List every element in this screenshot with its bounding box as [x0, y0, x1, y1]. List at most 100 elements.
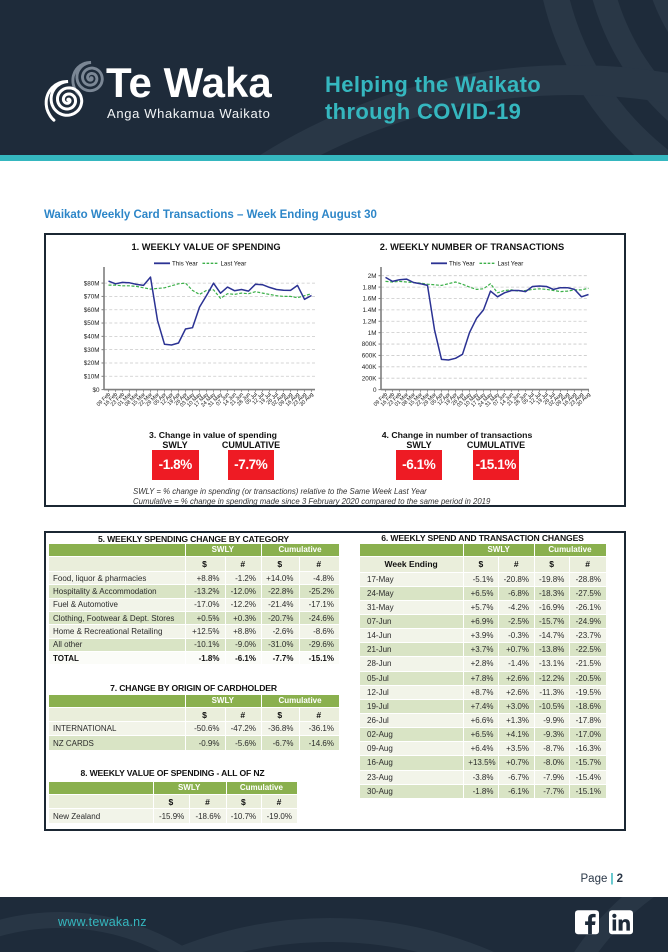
- table-group-header-cumulative: Cumulative: [225, 781, 298, 795]
- table-row: 14-Jun +3.9% -0.3% -14.7% -23.7%: [358, 628, 607, 644]
- table-subheader-row: Week Ending $ # $ #: [358, 555, 607, 573]
- y-tick-label: 1M: [368, 330, 377, 337]
- row-value-cell: -12.0%: [224, 584, 262, 599]
- row-value-cell: -8.6%: [298, 624, 340, 639]
- row-value-cell: -18.6%: [189, 808, 227, 824]
- row-value-cell: -36.1%: [298, 721, 340, 737]
- row-value-cell: +4.1%: [498, 727, 535, 743]
- row-value-cell: +6.9%: [463, 613, 500, 630]
- table-subheader-hash: #: [189, 793, 227, 810]
- row-label-cell: Hospitality & Accommodation: [48, 584, 186, 599]
- y-tick-label: 200K: [362, 375, 378, 382]
- row-label-cell: 23-Aug: [358, 769, 465, 785]
- table-group-header-row: SWLY Cumulative: [358, 543, 607, 557]
- row-value-cell: +2.6%: [498, 670, 535, 686]
- row-value-cell: -6.1%: [224, 650, 262, 666]
- row-value-cell: -7.9%: [533, 769, 571, 785]
- row-value-cell: -0.3%: [498, 628, 535, 644]
- row-value-cell: -50.6%: [184, 721, 226, 737]
- footer-arc-group: [0, 897, 655, 952]
- table-subheader-dollar: $: [152, 793, 191, 810]
- y-tick-label: $60M: [84, 307, 100, 314]
- row-value-cell: -4.8%: [298, 570, 340, 586]
- chart-weekly-number-of-transactions: This Year Last Year 0 200K 400K 600K 800K 1M 1.2…: [362, 261, 592, 409]
- row-value-cell: -9.3%: [533, 727, 571, 743]
- row-value-cell: -20.5%: [569, 670, 607, 686]
- row-value-cell: -7.7%: [261, 650, 300, 666]
- facebook-icon[interactable]: [575, 910, 599, 935]
- table-weekly-value-of-spending-all-nz: SWLY Cumulative $ # $ # New Zealand -15.9% -18.6…: [48, 781, 298, 824]
- row-value-cell: +6.6%: [463, 712, 500, 729]
- row-value-cell: +8.8%: [184, 570, 226, 586]
- table-group-header-row: SWLY Cumulative: [48, 781, 298, 795]
- y-tick-label: 800K: [362, 341, 378, 348]
- table-row: 17-May -5.1% -20.8% -19.8% -28.8%: [358, 571, 607, 587]
- table8-title: 8. WEEKLY VALUE OF SPENDING - ALL OF NZ: [80, 768, 265, 778]
- table-row: 02-Aug +6.5% +4.1% -9.3% -17.0%: [358, 727, 607, 743]
- row-value-cell: -14.6%: [298, 735, 340, 751]
- row-value-cell: -24.9%: [569, 613, 607, 630]
- row-value-cell: +3.5%: [498, 741, 535, 757]
- table-weekly-spend-and-transaction-changes: SWLY Cumulative Week Ending $ # $ #17-May -5.1%…: [358, 543, 607, 799]
- table-row: 19-Jul +7.4% +3.0% -10.5% -18.6%: [358, 698, 607, 714]
- row-value-cell: -16.9%: [533, 599, 571, 616]
- page-footer: www.tewaka.nz: [0, 897, 668, 952]
- series-line-this-year: [108, 276, 312, 346]
- page-number-separator: |: [610, 872, 614, 885]
- banner-line2: through COVID-19: [325, 99, 522, 125]
- change-value-title: 3. Change in value of spending: [149, 429, 277, 440]
- table-row: Clothing, Footwear & Dept. Stores +0.5% +0…: [48, 610, 340, 626]
- row-value-cell: -6.1%: [498, 783, 535, 799]
- row-value-cell: -19.0%: [260, 808, 298, 824]
- row-value-cell: +14.0%: [261, 570, 300, 586]
- teal-divider-bar: [0, 155, 668, 161]
- row-label-cell: Food, liquor & pharmacies: [48, 570, 186, 586]
- row-value-cell: -12.2%: [224, 597, 262, 612]
- row-value-cell: +0.3%: [224, 610, 262, 626]
- koru-double-spiral-icon: [44, 61, 104, 122]
- row-label-cell: 02-Aug: [358, 727, 465, 743]
- change-value-swly-badge: -1.8%: [152, 449, 199, 481]
- table-group-header-swly: SWLY: [184, 543, 262, 557]
- banner-line1: Helping the Waikato: [325, 72, 542, 97]
- y-tick-label: 600K: [362, 353, 378, 360]
- y-tick-label: $10M: [84, 373, 100, 380]
- chart-legend: This Year Last Year: [431, 261, 523, 268]
- table-subheader-hash: #: [569, 555, 607, 573]
- table-group-header-cumulative: Cumulative: [533, 543, 607, 557]
- row-value-cell: -15.7%: [533, 613, 571, 630]
- row-value-cell: -9.9%: [533, 712, 571, 729]
- linkedin-icon[interactable]: [609, 910, 633, 935]
- koru-spiral-large: [44, 80, 84, 122]
- row-value-cell: +3.7%: [463, 642, 500, 658]
- table-weekly-spending-change-by-category: SWLY Cumulative $ # $ # Food, liquor & pharmac…: [48, 543, 340, 666]
- row-label-cell: 30-Aug: [358, 783, 465, 799]
- row-value-cell: -2.6%: [261, 624, 300, 639]
- row-value-cell: -20.7%: [261, 610, 300, 626]
- row-value-cell: -28.8%: [569, 571, 607, 587]
- table6-title: 6. WEEKLY SPEND AND TRANSACTION CHANGES: [381, 533, 584, 543]
- row-value-cell: -6.8%: [498, 585, 535, 601]
- row-label-cell: INTERNATIONAL: [48, 721, 186, 737]
- row-value-cell: -27.5%: [569, 585, 607, 601]
- page-number-value: 2: [616, 872, 623, 885]
- row-value-cell: -25.2%: [298, 584, 340, 599]
- row-value-cell: -22.8%: [261, 584, 300, 599]
- table-subheader-hash: #: [498, 555, 535, 573]
- row-value-cell: -9.0%: [224, 637, 262, 652]
- chart-legend: This Year Last Year: [154, 261, 246, 268]
- row-value-cell: -0.9%: [184, 735, 226, 751]
- footer-url-link[interactable]: www.tewaka.nz: [58, 914, 147, 929]
- row-value-cell: -1.8%: [463, 783, 500, 799]
- footnote-line2: Cumulative = % change in spending made s…: [133, 496, 491, 506]
- change-value-cumulative-badge: -7.7%: [227, 449, 274, 481]
- y-tick-label: 1.6M: [363, 296, 377, 303]
- table-group-header-row: SWLY Cumulative: [48, 543, 340, 557]
- table-subheader-dollar: $: [463, 555, 500, 573]
- table-row: Fuel & Automotive -17.0% -12.2% -21.4% -17.1…: [48, 597, 340, 612]
- row-value-cell: -5.6%: [224, 735, 262, 751]
- table-row: All other -10.1% -9.0% -31.0% -29.6%: [48, 637, 340, 652]
- row-label-cell: All other: [48, 637, 186, 652]
- row-value-cell: -15.4%: [569, 769, 607, 785]
